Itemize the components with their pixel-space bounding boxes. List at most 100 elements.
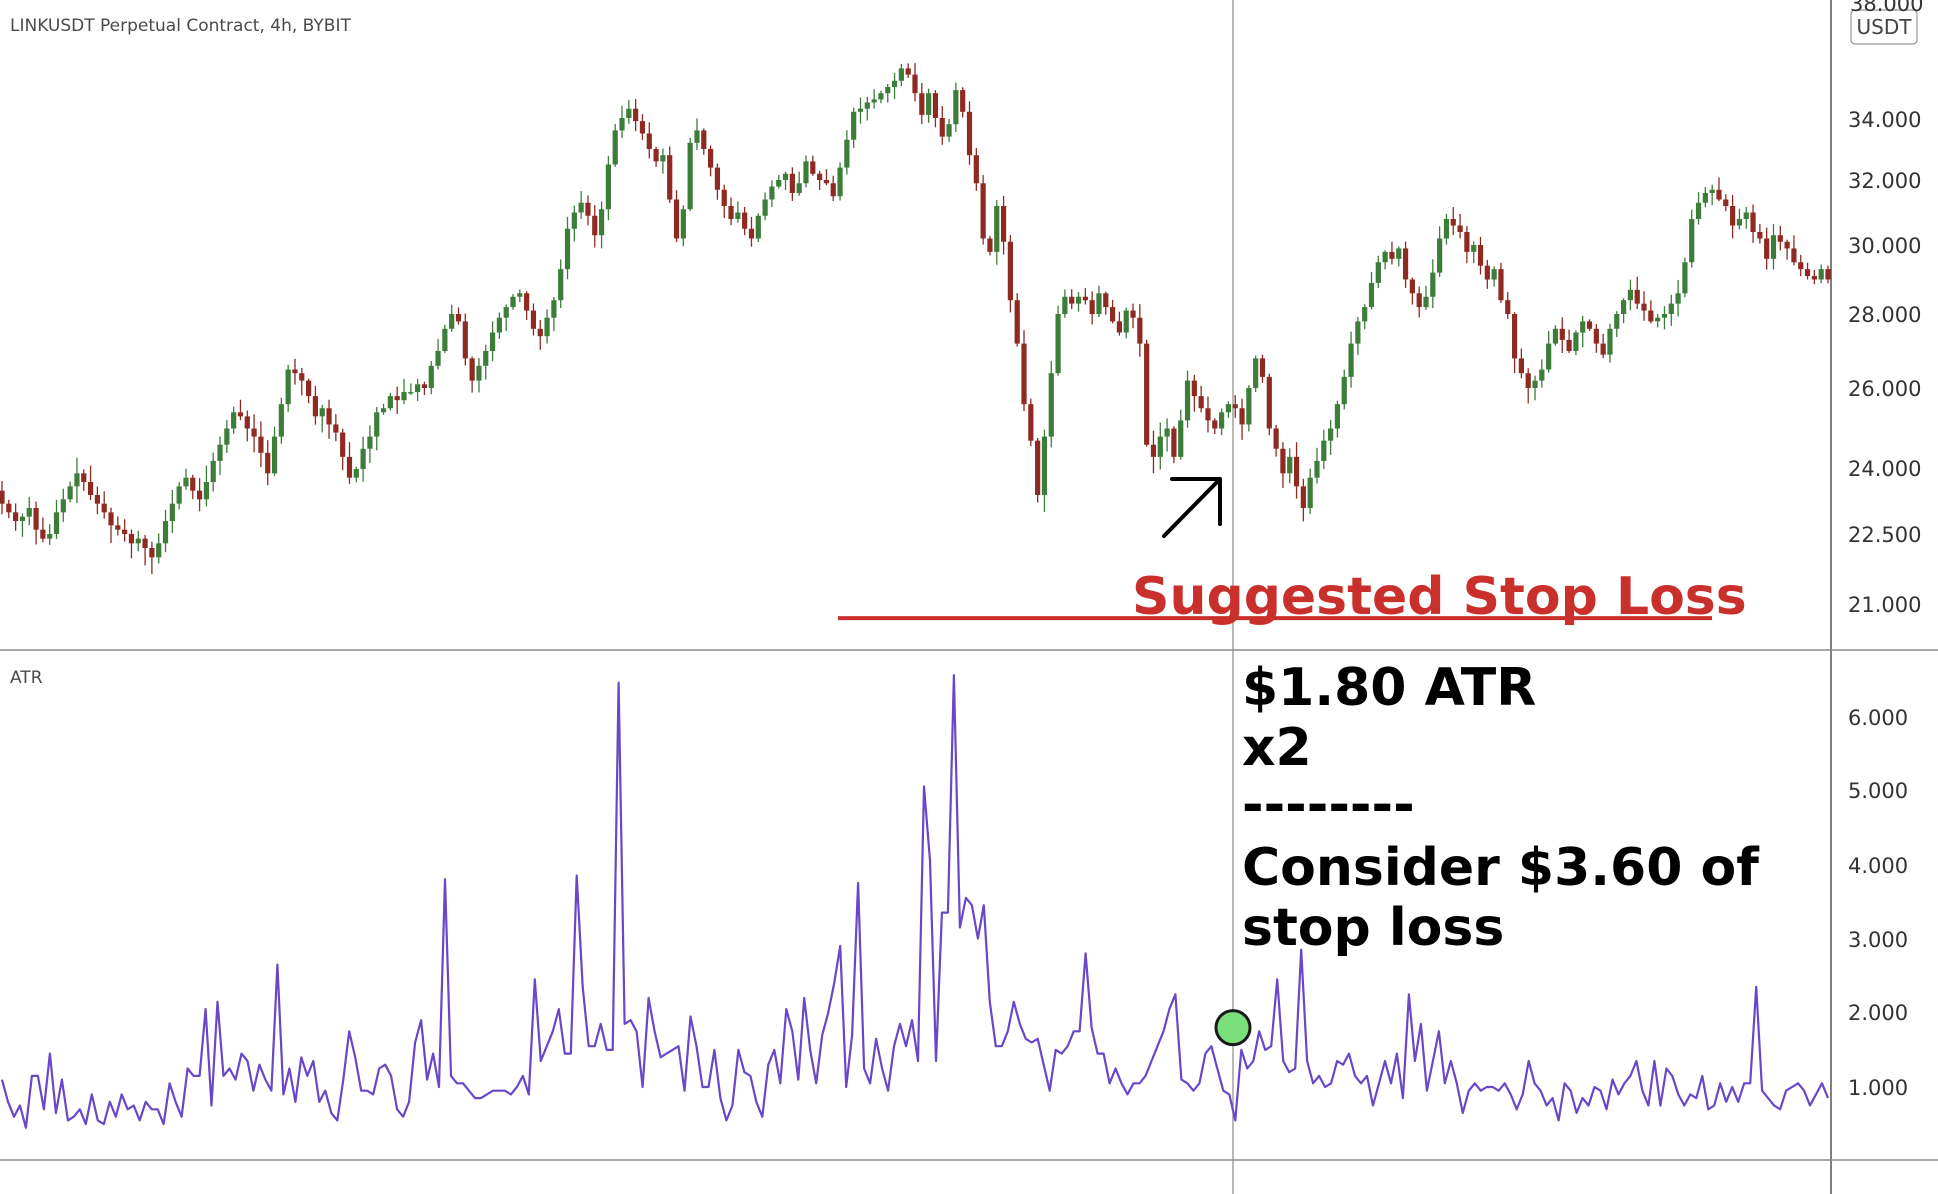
candle <box>1750 204 1756 243</box>
candle <box>469 356 475 393</box>
candle <box>1409 277 1415 305</box>
candle <box>1580 315 1586 348</box>
candle-body <box>503 307 509 318</box>
candle <box>489 321 496 362</box>
candle-body <box>1028 404 1034 441</box>
candle-body <box>1150 444 1157 457</box>
candle-body <box>789 173 795 193</box>
candle-body <box>898 68 904 81</box>
candle-body <box>1137 317 1143 344</box>
candle <box>210 452 216 492</box>
candle-body <box>1232 404 1238 409</box>
candle <box>1825 265 1831 284</box>
candle <box>1116 311 1123 336</box>
candle-body <box>1021 343 1027 405</box>
candle-body <box>1443 219 1450 239</box>
candle <box>1518 348 1524 379</box>
candle <box>1075 292 1082 312</box>
candle-body <box>476 365 482 381</box>
candle-body <box>496 317 502 333</box>
candle-body <box>1764 238 1770 259</box>
candle-body <box>1818 269 1824 280</box>
candle <box>1103 291 1109 315</box>
candle <box>265 440 271 486</box>
candle-body <box>1144 343 1150 445</box>
price-y-axis[interactable]: 34.000 32.000 30.000 28.000 26.000 24.00… <box>1848 108 1921 617</box>
candle-body <box>1048 373 1054 437</box>
candle-body <box>537 328 543 337</box>
candle <box>115 516 121 536</box>
candle-body <box>1491 269 1497 280</box>
candle-body <box>285 369 291 405</box>
candle-body <box>1736 219 1743 226</box>
candle <box>939 106 945 145</box>
price-tick-label: 34.000 <box>1848 108 1921 132</box>
atr-pane-title: ATR <box>10 668 43 688</box>
candle-body <box>857 108 864 112</box>
price-tick-label: 26.000 <box>1848 377 1921 401</box>
candle <box>701 128 707 155</box>
candle-body <box>1375 262 1381 283</box>
candle <box>1334 400 1341 438</box>
candle-body <box>687 142 693 210</box>
candle-body <box>1164 428 1170 437</box>
candle <box>1314 447 1320 484</box>
candle-body <box>1798 262 1804 270</box>
candle <box>462 313 468 366</box>
candle <box>1287 448 1293 484</box>
candle-body <box>1702 193 1708 203</box>
atr-y-axis[interactable]: 6.000 5.000 4.000 3.000 2.000 1.000 <box>1848 706 1908 1100</box>
candle-body <box>1716 189 1722 200</box>
candle-body <box>585 202 591 216</box>
candle <box>1300 478 1306 522</box>
candle-body <box>1416 293 1422 308</box>
candle-body <box>1355 321 1361 344</box>
candle-body <box>421 384 428 388</box>
candle-body <box>258 436 264 453</box>
candle <box>237 399 244 421</box>
candle <box>108 507 114 544</box>
candle-body <box>346 456 353 478</box>
candle <box>871 89 877 109</box>
currency-badge[interactable]: USDT <box>1850 9 1918 45</box>
candle <box>660 148 666 174</box>
candle <box>1539 359 1545 388</box>
candle-body <box>442 328 448 351</box>
candle-body <box>878 93 884 100</box>
candle <box>782 171 789 191</box>
candle <box>1164 418 1170 452</box>
candle-body <box>299 373 305 381</box>
candle-body <box>844 139 850 168</box>
candle-body <box>13 512 19 521</box>
candle-body <box>980 183 986 239</box>
candle-body <box>1014 300 1020 344</box>
candle <box>898 63 904 87</box>
candle <box>1757 223 1763 244</box>
candle <box>1716 177 1722 202</box>
candle-body <box>721 189 727 206</box>
candle-body <box>224 428 230 445</box>
price-tick-label: 22.500 <box>1848 523 1921 547</box>
candle-body <box>823 180 830 184</box>
candle-body <box>564 228 571 270</box>
candle <box>1764 227 1770 270</box>
candle <box>1586 319 1593 331</box>
candle-body <box>380 408 387 413</box>
candle <box>312 385 319 425</box>
atr-line <box>0 674 1830 1129</box>
divider-label: -------- <box>1242 775 1415 835</box>
candle <box>1402 241 1409 288</box>
candle <box>966 101 973 165</box>
candle-body <box>1682 262 1688 294</box>
candle <box>667 146 673 203</box>
candle <box>1736 208 1743 230</box>
candle <box>1246 384 1252 432</box>
candle-body <box>1007 241 1013 301</box>
candle <box>367 425 373 464</box>
candle <box>1328 419 1334 455</box>
candle-body <box>237 412 244 417</box>
candle-body <box>653 149 659 162</box>
candle <box>1682 257 1688 298</box>
candle <box>919 83 925 125</box>
